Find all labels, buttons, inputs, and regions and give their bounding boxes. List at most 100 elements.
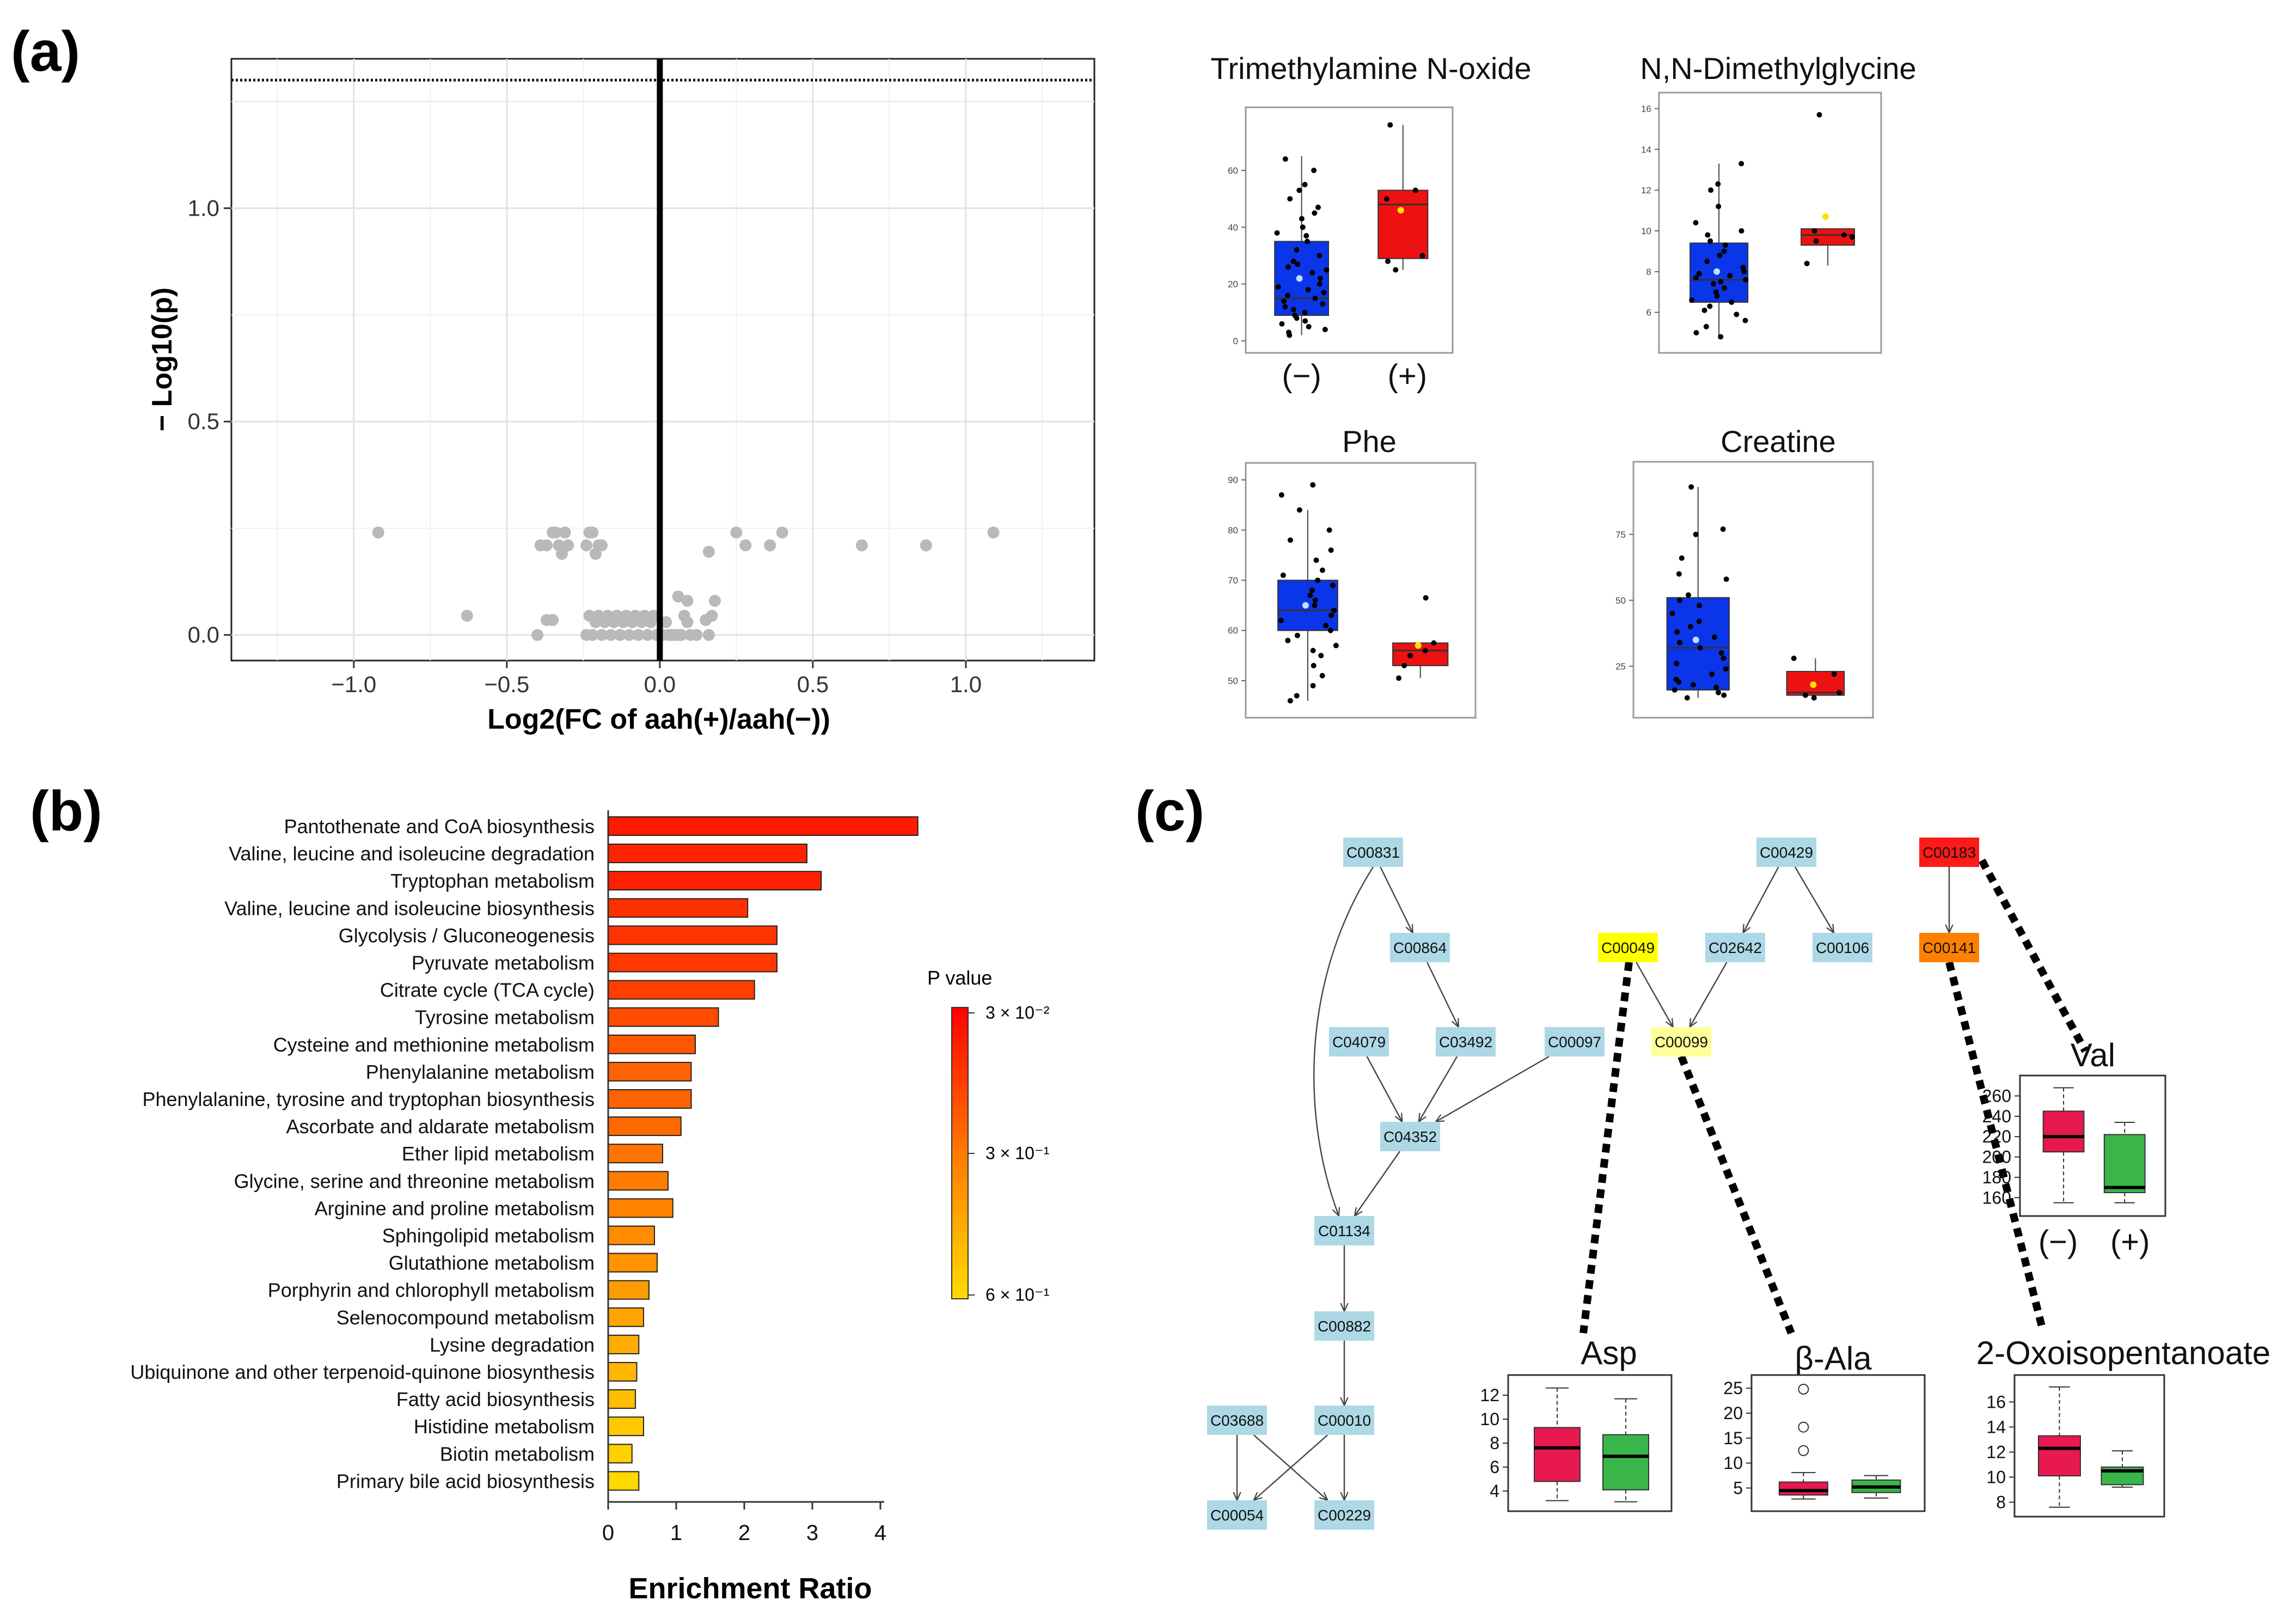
pathway-edge — [1743, 866, 1779, 933]
boxplot-point — [1714, 293, 1720, 299]
pathway-node-box — [1207, 1406, 1267, 1435]
boxplot-point — [1811, 695, 1817, 701]
enrichment-x-tick-label: 1 — [670, 1521, 682, 1545]
boxplot-point — [1393, 267, 1399, 273]
boxplot-point — [1287, 196, 1293, 202]
boxplot-point — [1791, 655, 1797, 661]
boxplot-a-0: Trimethylamine N-oxide 0 20 40 60 (−) (+) — [1210, 51, 1531, 394]
boxplot-point — [1674, 661, 1680, 667]
boxplot-point — [1303, 233, 1309, 239]
boxplot-point — [1309, 270, 1315, 276]
boxplot-point — [1841, 232, 1847, 238]
boxplot-point — [1703, 323, 1709, 329]
boxplot-title: N,N-Dimethylglycine — [1640, 51, 1916, 85]
enrichment-category-label: Sphingolipid metabolism — [382, 1225, 595, 1247]
pathway-node-box — [1813, 933, 1872, 962]
pathway-node-box — [1380, 1122, 1440, 1151]
boxplot-mean — [1415, 642, 1422, 649]
enrichment-category-label: Cysteine and methionine metabolism — [273, 1034, 595, 1056]
pathway-node-label: C00141 — [1922, 939, 1976, 956]
boxplot-point — [1331, 607, 1337, 613]
pathway-node-label: C02642 — [1709, 939, 1762, 956]
boxplot-point — [1738, 161, 1744, 167]
boxplot-point — [1315, 577, 1321, 583]
boxplot-box — [1534, 1427, 1581, 1482]
enrichment-bar — [608, 980, 755, 1000]
pathway-link-dotted — [1677, 1055, 1795, 1335]
pathway-edge — [1636, 962, 1673, 1027]
boxplot-point — [1310, 647, 1316, 653]
volcano-point — [672, 590, 684, 603]
boxplot-point — [1722, 242, 1728, 248]
enrichment-category-label: Ascorbate and aldarate metabolism — [286, 1115, 595, 1138]
boxplot-point — [1326, 527, 1332, 533]
boxplot-point — [1723, 666, 1729, 672]
boxplot-point — [1287, 332, 1293, 338]
volcano-point — [675, 628, 688, 641]
boxplot-point — [1294, 315, 1300, 321]
boxplot-point — [1290, 258, 1296, 264]
boxplot-point — [1285, 292, 1291, 298]
boxplot-box — [1801, 228, 1856, 246]
enrichment-bar — [608, 1198, 674, 1218]
enrichment-chart: Pantothenate and CoA biosynthesis Valine,… — [130, 810, 1050, 1605]
volcano-point — [641, 628, 654, 641]
boxplot-y-tick-label: 10 — [1641, 226, 1651, 236]
pathway-node-C00106: C00106 — [1813, 933, 1872, 962]
enrichment-bar — [608, 925, 777, 945]
enrichment-category-label: Ubiquinone and other terpenoid-quinone b… — [130, 1361, 595, 1383]
pathway-node-box — [1314, 1311, 1374, 1341]
pathway-node-C02642: C02642 — [1705, 933, 1765, 962]
pathway-edge — [1689, 962, 1728, 1027]
volcano-point — [660, 616, 672, 628]
volcano-y-tick-label: 0.0 — [188, 622, 219, 647]
volcano-point — [681, 595, 694, 607]
boxplot-point — [1321, 290, 1327, 296]
boxplot-point — [1849, 234, 1855, 240]
boxplot-box — [2038, 1435, 2081, 1477]
boxplot-point — [1716, 689, 1722, 695]
boxplot-point — [1676, 679, 1682, 685]
enrichment-category-label: Porphyrin and chlorophyll metabolism — [268, 1279, 595, 1302]
boxplot-point — [1302, 309, 1308, 315]
pathway-node-C00097: C00097 — [1545, 1027, 1605, 1056]
volcano-point — [604, 628, 617, 641]
enrichment-bar — [608, 1389, 636, 1409]
enrichment-bar — [608, 871, 822, 891]
group-label-neg: (−) — [1282, 358, 1321, 394]
boxplot-point — [1319, 673, 1325, 679]
volcano-point — [739, 539, 752, 552]
boxplot-point — [1690, 682, 1696, 688]
volcano-point — [681, 616, 694, 628]
boxplot-frame — [2013, 1374, 2165, 1518]
enrichment-bar — [608, 1144, 663, 1164]
volcano-point — [556, 548, 568, 560]
boxplot-point — [1296, 507, 1302, 513]
pathway-node-box — [1598, 933, 1658, 962]
boxplot-point — [1686, 592, 1692, 598]
pathway-node-C04079: C04079 — [1329, 1027, 1389, 1056]
volcano-point — [559, 526, 571, 539]
boxplot-y-tick-label: 8 — [1490, 1433, 1499, 1453]
volcano-frame — [230, 58, 1095, 662]
pathway-edge — [1380, 866, 1412, 933]
boxplot-point — [1723, 576, 1729, 582]
boxplot-point — [1693, 531, 1699, 537]
boxplot-point — [1721, 692, 1727, 698]
enrichment-bar — [608, 1253, 658, 1273]
boxplot-y-tick-label: 60 — [1228, 166, 1238, 176]
volcano-point — [531, 628, 544, 641]
boxplot-point — [1287, 698, 1293, 704]
boxplot-point — [1296, 187, 1302, 193]
enrichment-category-label: Histidine metabolism — [414, 1415, 595, 1438]
boxplot-point — [1302, 182, 1308, 188]
enrichment-category-label: Phenylalanine metabolism — [366, 1061, 595, 1083]
boxplot-point — [1743, 277, 1749, 283]
boxplot-mean — [1713, 268, 1721, 275]
pathway-node-label: C00831 — [1346, 844, 1400, 861]
boxplot-box — [1778, 1481, 1828, 1496]
pathway-link-dotted — [1945, 961, 2047, 1331]
volcano-y-tick-label: 1.0 — [188, 195, 219, 221]
